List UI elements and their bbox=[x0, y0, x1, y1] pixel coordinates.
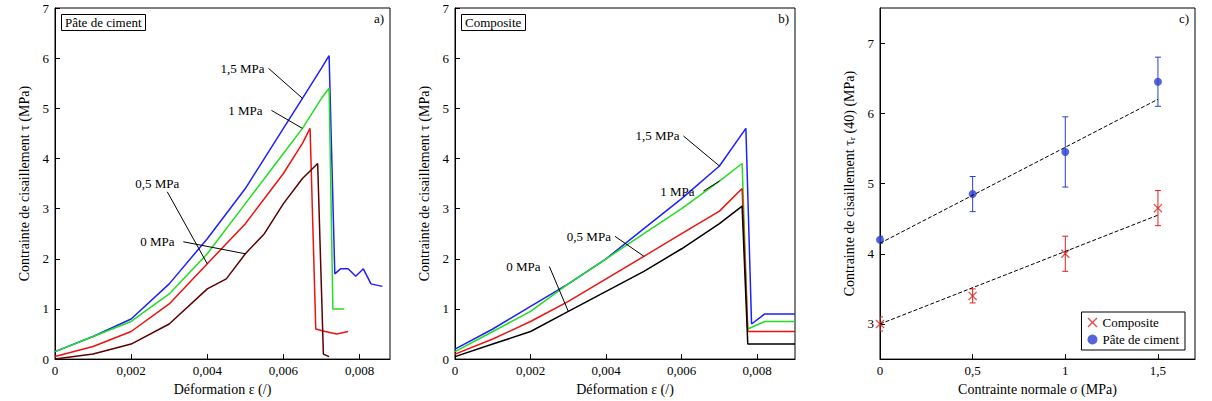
svg-text:0,5 MPa: 0,5 MPa bbox=[567, 229, 611, 244]
svg-text:0,5 MPa: 0,5 MPa bbox=[135, 176, 179, 191]
svg-text:0: 0 bbox=[52, 363, 59, 378]
svg-text:1,5: 1,5 bbox=[1150, 363, 1166, 378]
svg-text:2: 2 bbox=[443, 251, 450, 266]
svg-text:Contrainte normale σ (MPa): Contrainte normale σ (MPa) bbox=[958, 382, 1117, 398]
svg-text:a): a) bbox=[374, 11, 384, 26]
svg-text:0: 0 bbox=[43, 352, 50, 367]
svg-text:6: 6 bbox=[868, 106, 875, 121]
svg-text:5: 5 bbox=[43, 101, 50, 116]
svg-text:0,004: 0,004 bbox=[193, 363, 223, 378]
svg-text:5: 5 bbox=[868, 176, 875, 191]
svg-text:1: 1 bbox=[1062, 363, 1069, 378]
svg-text:Composite: Composite bbox=[465, 15, 522, 30]
svg-text:b): b) bbox=[778, 11, 789, 26]
svg-text:2: 2 bbox=[43, 251, 50, 266]
svg-text:7: 7 bbox=[443, 1, 450, 16]
svg-text:Déformation ε (/): Déformation ε (/) bbox=[174, 382, 272, 398]
svg-text:1: 1 bbox=[443, 301, 450, 316]
svg-text:1 MPa: 1 MPa bbox=[228, 103, 263, 118]
svg-text:Contrainte de cisaillement τ (: Contrainte de cisaillement τ (MPa) bbox=[417, 86, 433, 282]
svg-text:7: 7 bbox=[43, 1, 50, 16]
svg-text:0: 0 bbox=[877, 363, 884, 378]
svg-text:0,006: 0,006 bbox=[269, 363, 299, 378]
svg-text:3: 3 bbox=[868, 316, 875, 331]
svg-text:0 MPa: 0 MPa bbox=[506, 259, 541, 274]
svg-text:6: 6 bbox=[43, 51, 50, 66]
svg-text:4: 4 bbox=[43, 151, 50, 166]
svg-text:0,5: 0,5 bbox=[965, 363, 981, 378]
svg-text:c): c) bbox=[1179, 11, 1189, 26]
svg-text:Pâte de ciment: Pâte de ciment bbox=[65, 15, 142, 30]
svg-text:0 MPa: 0 MPa bbox=[140, 234, 175, 249]
svg-text:Pâte de ciment: Pâte de ciment bbox=[1102, 332, 1179, 347]
svg-text:3: 3 bbox=[43, 201, 50, 216]
svg-text:0,008: 0,008 bbox=[345, 363, 374, 378]
svg-text:7: 7 bbox=[868, 36, 875, 51]
svg-text:Déformation ε (/): Déformation ε (/) bbox=[576, 382, 674, 398]
svg-text:1,5 MPa: 1,5 MPa bbox=[220, 61, 264, 76]
svg-text:1: 1 bbox=[43, 301, 50, 316]
svg-text:0,006: 0,006 bbox=[667, 363, 697, 378]
svg-text:Contrainte de cisaillement τ (: Contrainte de cisaillement τ (MPa) bbox=[17, 86, 33, 282]
svg-text:5: 5 bbox=[443, 101, 450, 116]
svg-text:1 MPa: 1 MPa bbox=[660, 184, 695, 199]
svg-text:0,008: 0,008 bbox=[743, 363, 772, 378]
svg-text:0: 0 bbox=[443, 352, 450, 367]
svg-text:0,002: 0,002 bbox=[117, 363, 146, 378]
svg-text:6: 6 bbox=[443, 51, 450, 66]
svg-text:Composite: Composite bbox=[1102, 315, 1159, 330]
svg-text:4: 4 bbox=[868, 246, 875, 261]
svg-text:0,002: 0,002 bbox=[516, 363, 545, 378]
svg-text:0: 0 bbox=[452, 363, 459, 378]
svg-text:1,5 MPa: 1,5 MPa bbox=[635, 128, 679, 143]
svg-text:0,004: 0,004 bbox=[591, 363, 621, 378]
svg-text:Contrainte de cisaillement τᵣ: Contrainte de cisaillement τᵣ (40) (MPa) bbox=[842, 71, 858, 297]
svg-text:3: 3 bbox=[443, 201, 450, 216]
svg-text:4: 4 bbox=[443, 151, 450, 166]
